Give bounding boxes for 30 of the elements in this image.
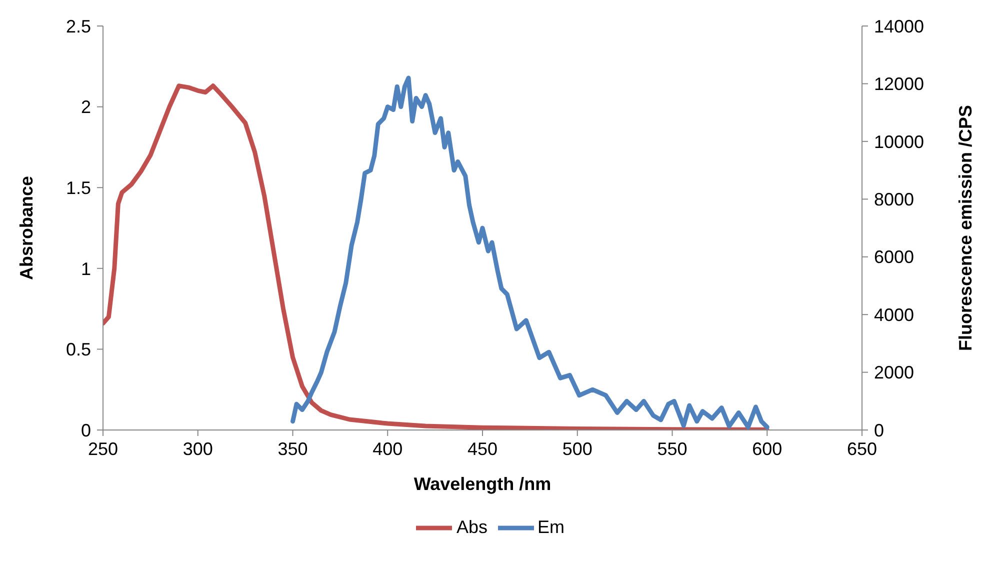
y2-tick-label: 6000 bbox=[874, 247, 914, 268]
y2-axis-title: Fluorescence emission /CPS bbox=[955, 104, 976, 352]
legend-label: Abs bbox=[456, 516, 488, 537]
line-series bbox=[103, 84, 770, 430]
y2-tick-label: 10000 bbox=[874, 132, 924, 152]
y-axis-title: Absrobance bbox=[16, 176, 36, 280]
y2-tick-label: 4000 bbox=[874, 304, 914, 325]
y2-tick-label: 8000 bbox=[874, 190, 914, 210]
x-tick-label: 250 bbox=[88, 438, 118, 459]
x-tick-label: 400 bbox=[372, 438, 403, 459]
y-tick-label: 0 bbox=[80, 420, 91, 440]
x-tick-label: 600 bbox=[752, 438, 782, 459]
y-tick-label: 2 bbox=[80, 97, 91, 118]
x-tick-label: 350 bbox=[278, 438, 308, 459]
y2-tick-label: 14000 bbox=[874, 16, 924, 36]
x-tick-label: 500 bbox=[562, 438, 592, 459]
y-tick-label: 2.5 bbox=[66, 16, 91, 36]
y2-tick-label: 0 bbox=[874, 420, 884, 440]
line-series bbox=[290, 76, 770, 430]
y-tick-label: 1 bbox=[80, 258, 91, 279]
x-tick-label: 650 bbox=[846, 438, 878, 459]
y2-tick-label: 2000 bbox=[874, 362, 914, 383]
legend-label: Em bbox=[538, 516, 565, 537]
y2-tick-label: 12000 bbox=[874, 74, 924, 94]
y-tick-label: 1.5 bbox=[66, 178, 91, 198]
x-tick-label: 550 bbox=[657, 438, 688, 459]
x-tick-label: 450 bbox=[467, 438, 498, 459]
x-axis-title: Wavelength /nm bbox=[414, 474, 552, 494]
y-tick-label: 0.5 bbox=[66, 340, 91, 360]
x-tick-label: 300 bbox=[182, 438, 213, 459]
